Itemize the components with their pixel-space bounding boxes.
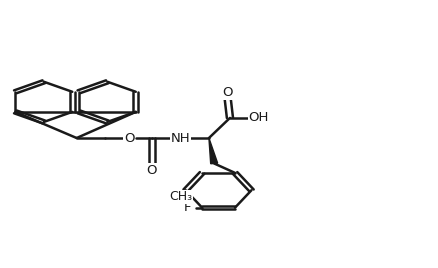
- Text: CH₃: CH₃: [169, 191, 192, 203]
- Text: O: O: [223, 86, 233, 99]
- Text: O: O: [147, 164, 157, 177]
- Text: O: O: [124, 132, 134, 144]
- Text: F: F: [184, 201, 191, 214]
- Text: NH: NH: [171, 132, 190, 144]
- Polygon shape: [209, 138, 218, 164]
- Text: OH: OH: [249, 111, 269, 124]
